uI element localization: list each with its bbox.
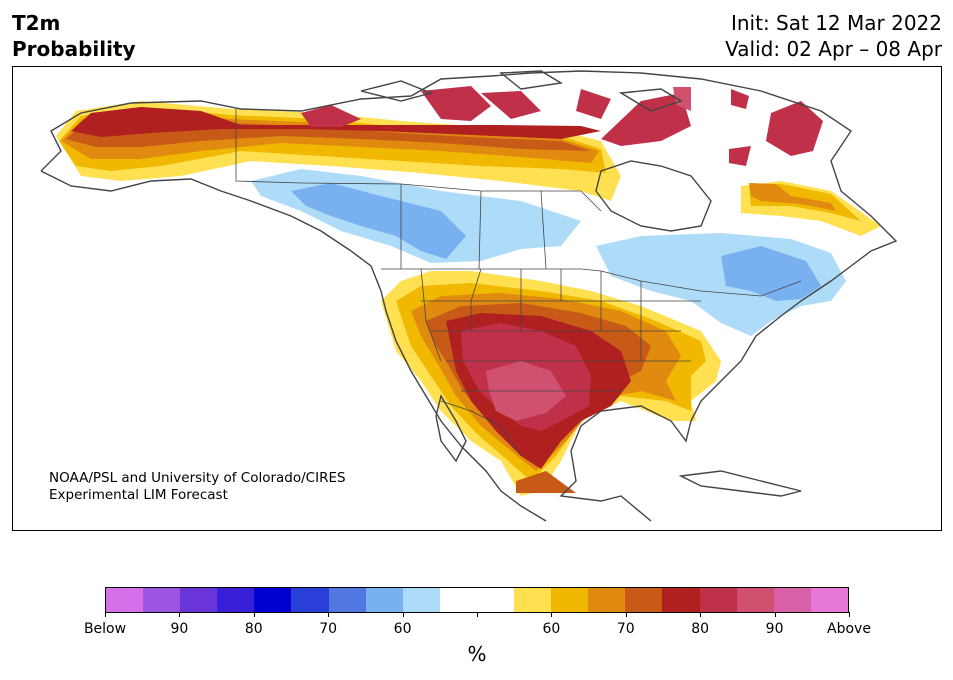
cool-region-east <box>596 233 846 336</box>
colorbar-swatch <box>439 588 477 612</box>
colorbar-swatch <box>662 588 700 612</box>
colorbar-swatch <box>291 588 329 612</box>
title-line-1: T2m <box>12 11 61 35</box>
colorbar-tick <box>700 612 702 617</box>
colorbar-tick <box>477 612 478 617</box>
colorbar-tick-label: 90 <box>170 621 189 637</box>
credit-line-2: Experimental LIM Forecast <box>49 487 228 503</box>
colorbar-tick <box>625 612 627 617</box>
probability-map <box>12 66 942 531</box>
colorbar-swatch <box>254 588 292 612</box>
colorbar-swatch <box>514 588 552 612</box>
warm-region-north <box>56 86 823 201</box>
coastlines <box>40 70 898 522</box>
colorbar-tick <box>849 612 850 617</box>
colorbar-tick-label: 80 <box>244 621 263 637</box>
colorbar <box>105 587 849 613</box>
colorbar-tick <box>551 612 553 617</box>
colorbar-swatch <box>476 588 515 612</box>
colorbar-tick-label: 80 <box>691 621 710 637</box>
colorbar-tick <box>105 612 106 617</box>
colorbar-tick <box>253 612 255 617</box>
colorbar-tick <box>179 612 181 617</box>
colorbar-tick-label: 90 <box>765 621 784 637</box>
warm-region-northeast <box>741 181 881 236</box>
credit-text: NOAA/PSL and University of Colorado/CIRE… <box>49 470 346 504</box>
colorbar-swatch <box>143 588 181 612</box>
colorbar-swatch <box>625 588 663 612</box>
colorbar-tick-label: 60 <box>542 621 561 637</box>
colorbar-tick-label: Above <box>827 621 871 637</box>
colorbar-swatch <box>217 588 255 612</box>
colorbar-tick <box>774 612 776 617</box>
colorbar-tick-label: Below <box>83 621 127 637</box>
colorbar-tick <box>402 612 404 617</box>
colorbar-swatch <box>810 588 848 612</box>
colorbar-swatch <box>106 588 144 612</box>
colorbar-swatch <box>402 588 440 612</box>
colorbar-swatch <box>328 588 366 612</box>
colorbar-swatch <box>180 588 218 612</box>
colorbar-tick-label: 70 <box>616 621 635 637</box>
colorbar-swatch <box>736 588 774 612</box>
colorbar-unit: % <box>467 642 487 666</box>
warm-region-south <box>381 271 721 496</box>
credit-line-1: NOAA/PSL and University of Colorado/CIRE… <box>49 470 346 486</box>
colorbar-swatch <box>551 588 589 612</box>
colorbar-swatch <box>773 588 811 612</box>
map-title: T2m Probability <box>12 10 136 62</box>
init-date: Init: Sat 12 Mar 2022 <box>730 11 942 35</box>
map-svg <box>40 70 898 522</box>
colorbar-swatch <box>588 588 626 612</box>
forecast-dates: Init: Sat 12 Mar 2022 Valid: 02 Apr – 08… <box>725 10 942 62</box>
colorbar-tick <box>328 612 330 617</box>
colorbar-swatch <box>365 588 403 612</box>
cool-region-west <box>251 169 581 263</box>
colorbar-tick-label: 70 <box>319 621 338 637</box>
title-line-2: Probability <box>12 37 136 61</box>
valid-range: Valid: 02 Apr – 08 Apr <box>725 37 942 61</box>
colorbar-swatch <box>699 588 737 612</box>
colorbar-tick-label: 60 <box>393 621 412 637</box>
political-borders <box>235 109 802 457</box>
